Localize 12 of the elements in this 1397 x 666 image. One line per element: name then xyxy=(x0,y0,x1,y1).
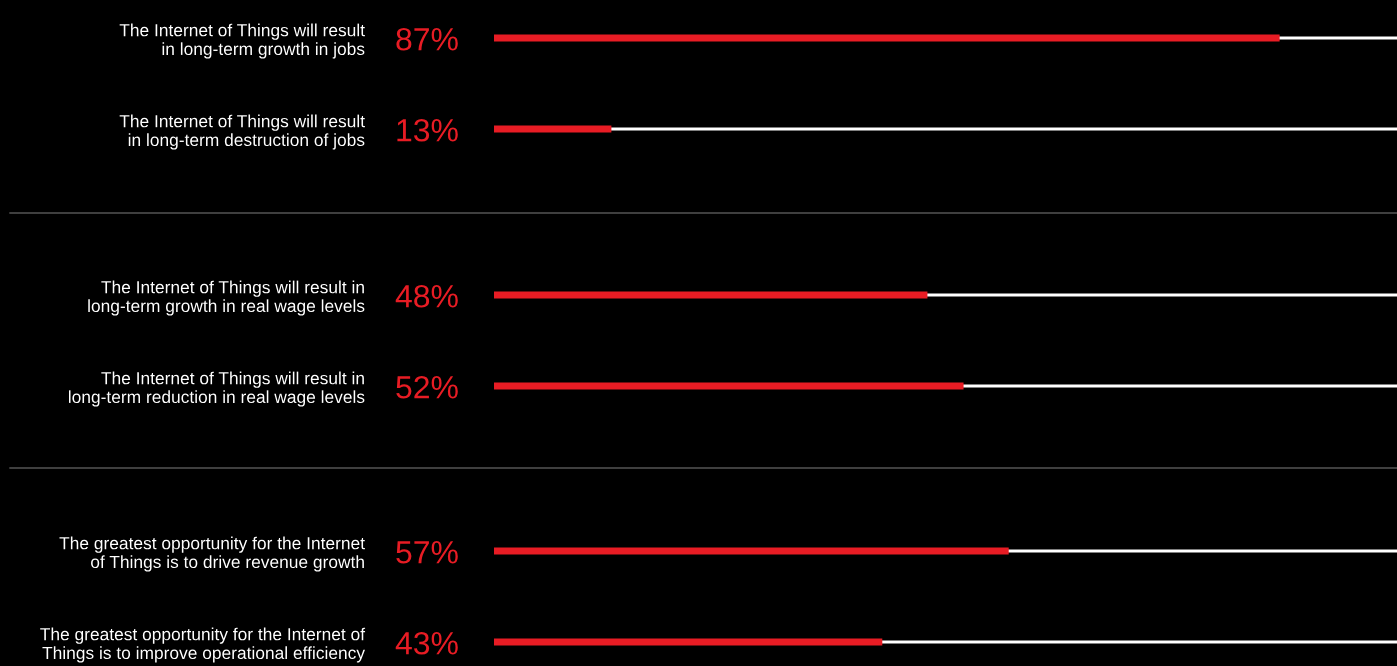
y-tick-label: The greatest opportunity for the Internet of Things is to drive revenue growth xyxy=(59,536,365,572)
data-label: 43% xyxy=(395,631,458,655)
data-label: 52% xyxy=(396,375,458,399)
y-tick-label: The Internet of Things will result in long-term destruction of jobs xyxy=(119,114,365,150)
y-tick-label: The greatest opportunity for the Internet of Things is to improve operational efficiency xyxy=(40,627,366,663)
data-label: 87% xyxy=(396,27,458,51)
data-label: 13% xyxy=(397,118,458,142)
y-tick-label: The Internet of Things will result in long-term growth in jobs xyxy=(119,23,365,59)
y-tick-label: The Internet of Things will result in long-term reduction in real wage levels xyxy=(68,371,365,407)
y-tick-label: The Internet of Things will result in long-term growth in real wage levels xyxy=(88,280,365,316)
data-label: 48% xyxy=(395,284,458,308)
data-label: 57% xyxy=(396,541,458,564)
